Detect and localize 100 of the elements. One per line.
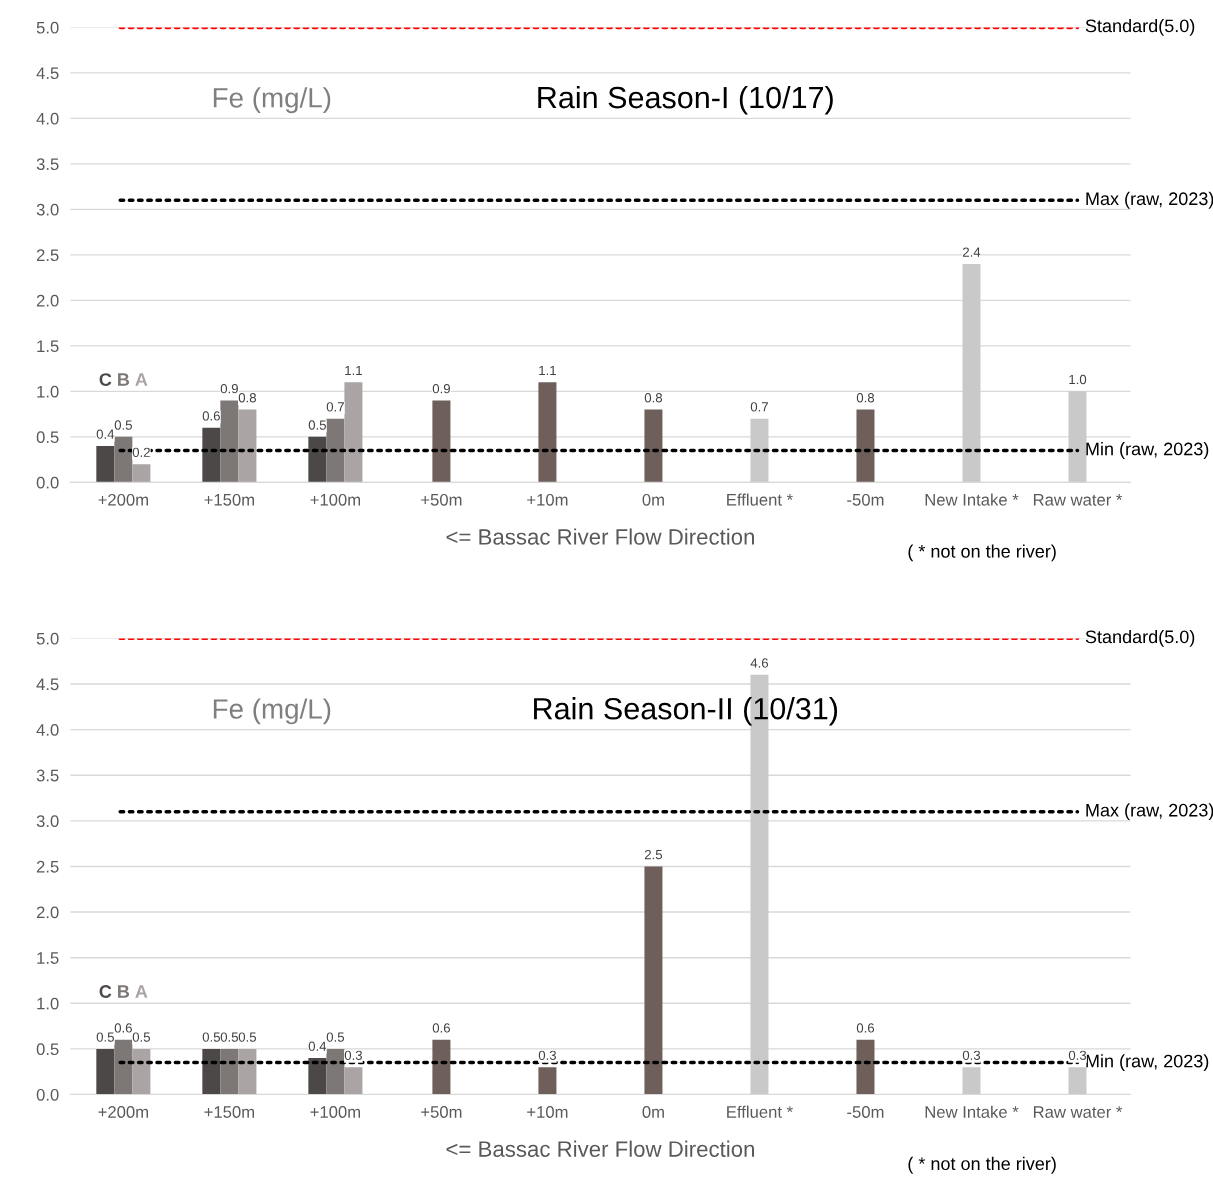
x-tick-label: Effluent * xyxy=(727,493,793,506)
data-label: 0.5 xyxy=(326,1032,345,1042)
bar xyxy=(750,418,769,483)
y-tick-label: 3.5 xyxy=(36,158,59,171)
bar xyxy=(238,1048,257,1095)
data-label: 0.6 xyxy=(856,1023,875,1033)
y-tick-label: 5.0 xyxy=(36,21,59,34)
y-axis-title: Fe (mg/L) xyxy=(213,87,331,114)
data-label: 0.2 xyxy=(132,447,150,457)
y-tick-label: 4.5 xyxy=(36,67,59,80)
data-label: 0.5 xyxy=(96,1032,114,1042)
y-tick-label: 2.0 xyxy=(36,294,59,307)
data-label: 0.5 xyxy=(132,1032,150,1042)
ref-line-label: Min (raw, 2023) xyxy=(1086,442,1209,459)
x-tick-label: -50m xyxy=(847,493,884,506)
y-axis-title: Fe (mg/L) xyxy=(213,698,331,725)
x-tick-label: +10m xyxy=(527,493,568,506)
x-tick-label: +150m xyxy=(204,1106,254,1118)
ref-line-label: Max (raw, 2023) xyxy=(1086,191,1213,209)
bar xyxy=(96,445,115,483)
y-tick-label: 1.0 xyxy=(37,997,59,1010)
y-tick-label: 4.0 xyxy=(36,724,59,736)
data-label: 0.8 xyxy=(644,393,663,403)
y-tick-label: 3.5 xyxy=(36,769,59,782)
y-tick-label: 1.5 xyxy=(37,340,59,353)
x-tick-label: 0m xyxy=(642,493,664,506)
bar xyxy=(432,400,451,483)
text: ( * not on the river) xyxy=(908,544,1056,562)
y-tick-label: 3.0 xyxy=(36,815,59,828)
bar xyxy=(344,382,363,483)
x-tick-label: 0m xyxy=(642,1106,664,1118)
ref-line-label: Standard(5.0) xyxy=(1085,629,1195,647)
bar xyxy=(326,418,345,483)
y-tick-label: 5.0 xyxy=(36,632,59,645)
text: C xyxy=(99,373,112,386)
y-tick-label: 0.0 xyxy=(36,476,59,489)
bar xyxy=(220,1048,239,1095)
bar xyxy=(308,1058,327,1095)
bar xyxy=(856,409,875,483)
x-axis-title: <= Bassac River Flow Direction xyxy=(446,1140,754,1157)
x-tick-label: +50m xyxy=(421,1106,462,1118)
text: Rain Season-II (10/31) xyxy=(534,697,838,726)
ref-line-label: Max (raw, 2023) xyxy=(1086,803,1213,821)
data-label: 0.9 xyxy=(220,383,238,394)
bar xyxy=(432,1039,451,1095)
x-tick-label: Effluent * xyxy=(727,1105,793,1118)
x-axis-title: <= Bassac River Flow Direction xyxy=(446,528,754,545)
data-label: 0.6 xyxy=(202,411,220,421)
bar xyxy=(114,1039,133,1095)
x-tick-label: +10m xyxy=(527,1106,568,1118)
ref-line-label: Min (raw, 2023) xyxy=(1086,1054,1209,1072)
text: A xyxy=(135,985,148,998)
data-label: 0.3 xyxy=(344,1050,363,1060)
x-tick-label: +200m xyxy=(98,493,148,506)
bar xyxy=(1068,1067,1087,1095)
data-label: 0.4 xyxy=(96,429,115,439)
bar xyxy=(96,1048,115,1095)
data-label: 0.3 xyxy=(962,1050,981,1060)
bar xyxy=(202,1048,221,1095)
x-tick-label: +50m xyxy=(421,493,462,506)
data-label: 0.5 xyxy=(238,1032,257,1042)
bar xyxy=(1068,391,1087,483)
data-label: 0.5 xyxy=(308,420,326,430)
data-label: 0.3 xyxy=(538,1050,557,1060)
x-tick-label: Raw water * xyxy=(1033,494,1123,506)
y-tick-label: 4.0 xyxy=(36,112,59,125)
data-label: 0.6 xyxy=(114,1023,132,1033)
data-label: 2.4 xyxy=(962,247,981,257)
y-tick-label: 2.0 xyxy=(36,906,59,919)
data-label: 0.5 xyxy=(202,1032,220,1042)
text: Rain Season-I (10/17) xyxy=(538,85,833,115)
data-label: 0.5 xyxy=(114,420,132,430)
x-tick-label: +150m xyxy=(204,493,254,506)
y-tick-label: 1.5 xyxy=(37,952,59,964)
ref-line-label: Standard(5.0) xyxy=(1085,18,1195,36)
y-tick-label: 0.5 xyxy=(36,431,59,444)
data-label: 0.7 xyxy=(326,402,344,412)
data-label: 0.7 xyxy=(750,402,768,412)
data-label: 0.4 xyxy=(308,1041,327,1051)
x-tick-label: Raw water * xyxy=(1033,1106,1123,1118)
y-tick-label: 0.5 xyxy=(36,1043,59,1056)
y-tick-label: 2.5 xyxy=(36,860,59,873)
text: B xyxy=(118,373,130,386)
bar xyxy=(238,409,257,483)
bar xyxy=(344,1067,363,1095)
x-tick-label: -50m xyxy=(847,1106,884,1118)
text: ( * not on the river) xyxy=(908,1156,1056,1174)
y-tick-label: 1.0 xyxy=(37,385,59,398)
bar xyxy=(326,1048,345,1095)
x-tick-label: New Intake * xyxy=(925,1105,1019,1118)
y-tick-label: 3.0 xyxy=(36,203,59,216)
bar xyxy=(856,1039,875,1095)
data-label: 0.8 xyxy=(238,393,256,403)
data-label: 0.5 xyxy=(220,1032,238,1042)
bar xyxy=(114,436,133,483)
x-tick-label: New Intake * xyxy=(925,493,1019,506)
data-label: 0.8 xyxy=(856,393,875,403)
bar xyxy=(132,1048,151,1095)
data-label: 0.6 xyxy=(432,1023,450,1033)
text: C xyxy=(99,985,112,998)
